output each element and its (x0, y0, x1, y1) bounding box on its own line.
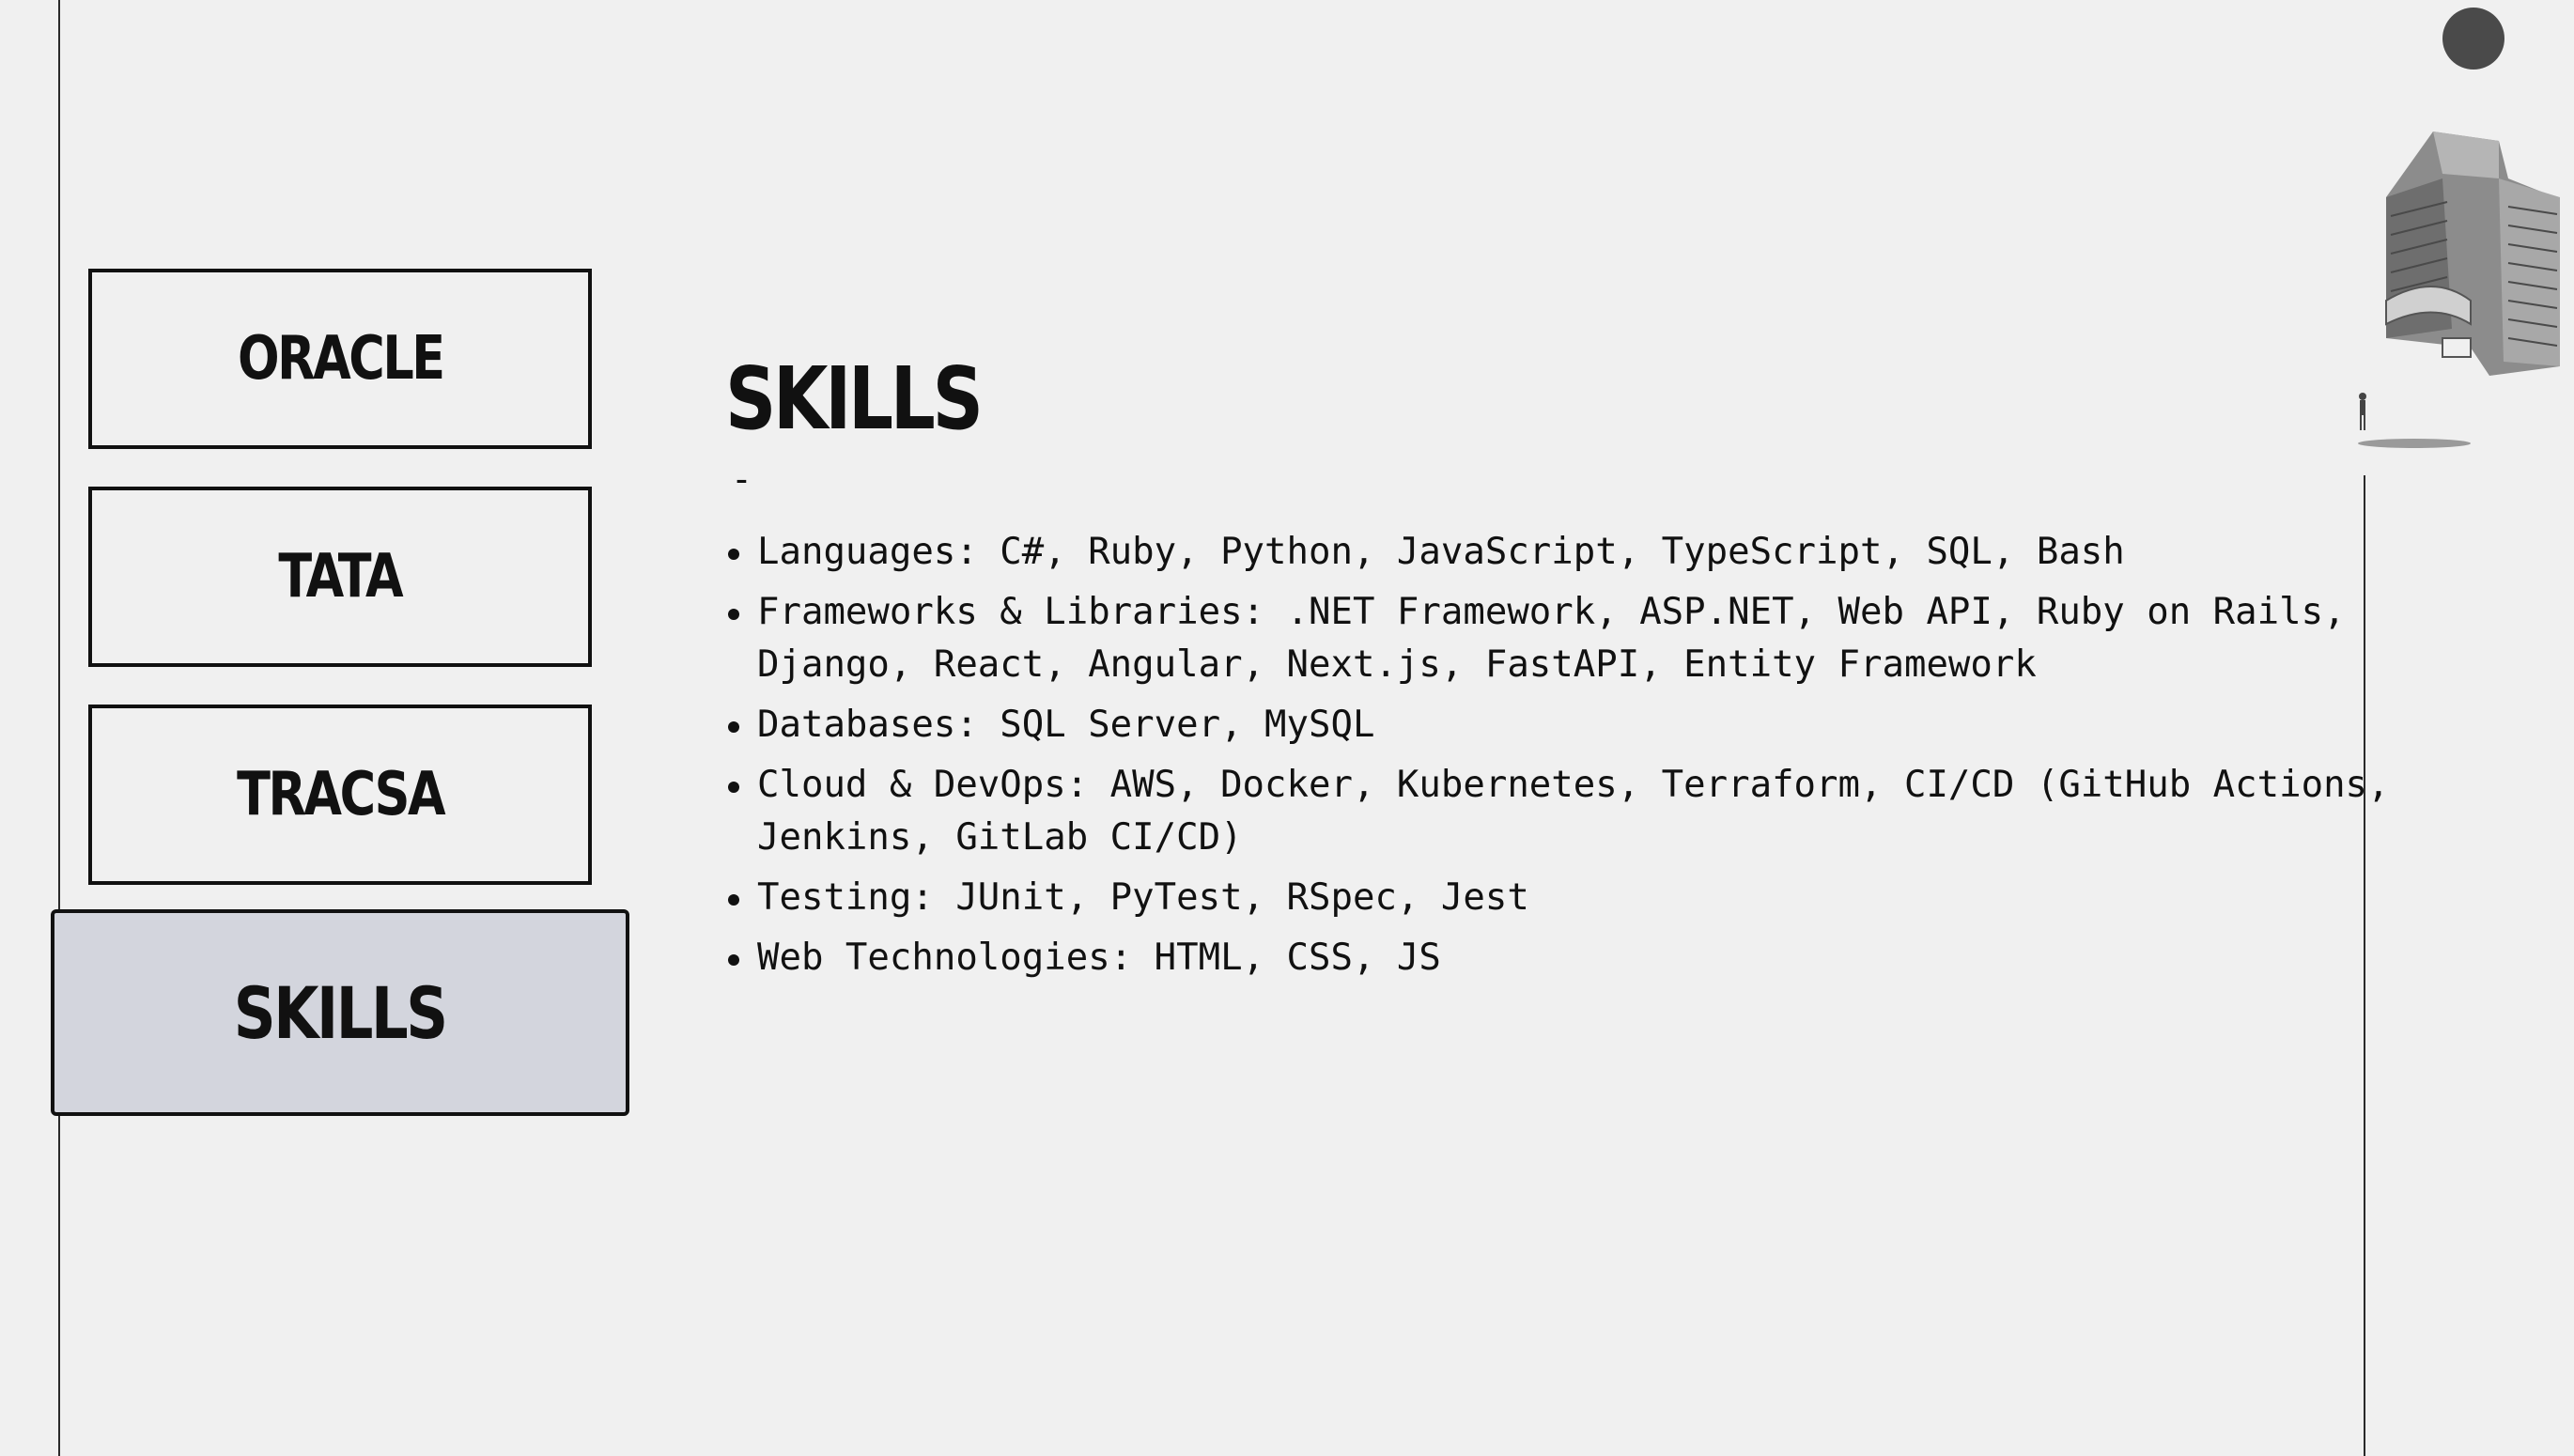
nav-button-oracle[interactable]: ORACLE (88, 269, 592, 449)
skills-list: Languages: C#, Ruby, Python, JavaScript,… (725, 526, 2397, 984)
left-divider-line (58, 0, 60, 1456)
list-item: Databases: SQL Server, MySQL (725, 699, 2397, 751)
list-item: Languages: C#, Ruby, Python, JavaScript,… (725, 526, 2397, 579)
list-item: Cloud & DevOps: AWS, Docker, Kubernetes,… (725, 759, 2397, 864)
list-item: Frameworks & Libraries: .NET Framework, … (725, 586, 2397, 691)
list-item: Testing: JUnit, PyTest, RSpec, Jest (725, 872, 2397, 924)
dark-circle-icon (2442, 8, 2504, 70)
nav-button-label: SKILLS (234, 970, 448, 1055)
skills-panel: SKILLS - Languages: C#, Ruby, Python, Ja… (725, 348, 2397, 992)
page-title: SKILLS (725, 349, 984, 449)
nav-button-label: TRACSA (237, 760, 445, 829)
brutalist-building-icon (2358, 132, 2560, 448)
title-separator: - (731, 458, 752, 500)
nav-button-label: TATA (278, 542, 404, 612)
nav-button-skills[interactable]: SKILLS (51, 909, 629, 1116)
right-divider-line (2364, 475, 2365, 1456)
nav-button-tata[interactable]: TATA (88, 487, 592, 667)
nav-button-tracsa[interactable]: TRACSA (88, 705, 592, 885)
nav-button-label: ORACLE (237, 324, 445, 394)
list-item: Web Technologies: HTML, CSS, JS (725, 932, 2397, 984)
